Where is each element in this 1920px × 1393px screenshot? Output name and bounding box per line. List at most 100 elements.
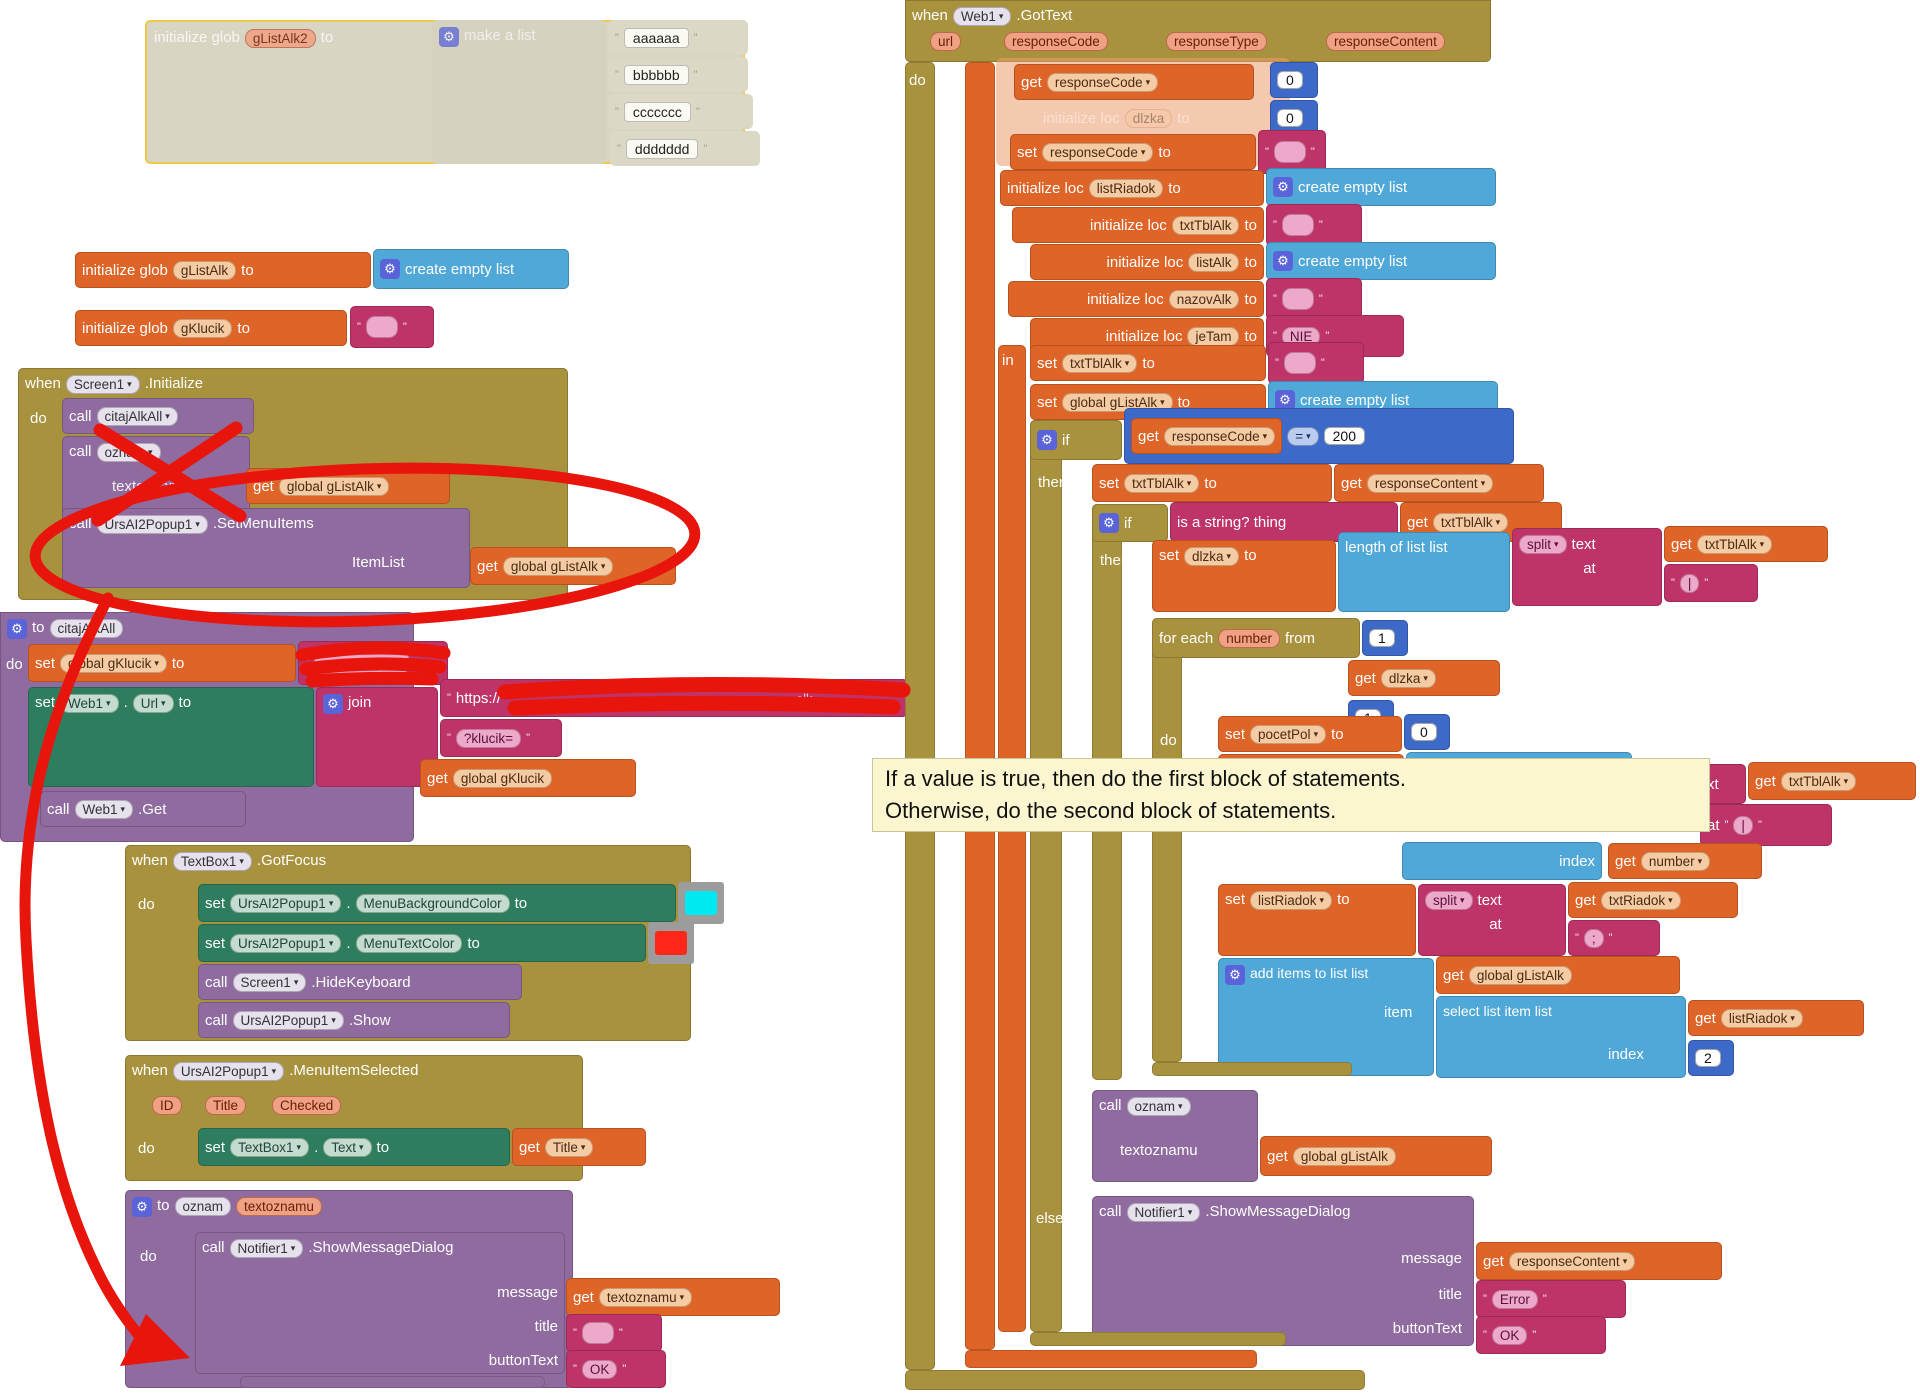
block-string-ok[interactable]: " OK ": [1476, 1316, 1606, 1354]
block-text-ccccccc-disabled[interactable]: " ccccccc ": [608, 94, 753, 129]
block-call-setmenuitems[interactable]: call UrsAI2Popup1 ▾ .SetMenuItems: [62, 508, 470, 588]
param-chip-url[interactable]: url: [930, 32, 962, 51]
var-dropdown-listriadok[interactable]: listRiadok▾: [1250, 891, 1333, 910]
block-get-responsecontent[interactable]: get responseContent ▾: [1476, 1242, 1722, 1280]
block-get-dlzka[interactable]: get dlzka ▾: [1348, 660, 1500, 696]
block-create-empty-list[interactable]: ⚙ create empty list: [1266, 242, 1496, 280]
when-gottext-left-strip[interactable]: [905, 62, 935, 1370]
block-set-pocetpol[interactable]: set pocetPol ▾ to: [1218, 716, 1402, 752]
var-dropdown-txttblalk[interactable]: txtTblAlk ▾: [1696, 534, 1773, 554]
block-number-0[interactable]: 0: [1270, 62, 1318, 98]
number-value[interactable]: 0: [1411, 723, 1437, 741]
param-chip-responsetype[interactable]: responseType: [1166, 32, 1267, 51]
var-dropdown-responsecode[interactable]: responseCode ▾: [1042, 142, 1154, 162]
component-dropdown-notifier1[interactable]: Notifier1 ▾: [1126, 1203, 1201, 1222]
block-string-klucik[interactable]: " ?klucik= ": [440, 719, 562, 757]
param-chip-id[interactable]: ID: [152, 1096, 182, 1115]
mutator-gear-icon[interactable]: ⚙: [1275, 390, 1295, 410]
var-chip-listalk[interactable]: listAlk: [1188, 252, 1240, 272]
block-init-local-nazovalk[interactable]: initialize loc nazovAlk to: [1008, 281, 1264, 317]
block-get-responsecontent[interactable]: get responseContent ▾: [1334, 464, 1544, 502]
block-split[interactable]: split ▾ text at: [1418, 884, 1566, 956]
proc-oznam-bottom-tab[interactable]: [240, 1376, 545, 1388]
string-value[interactable]: [1283, 352, 1316, 374]
block-for-each[interactable]: for each number from: [1152, 618, 1360, 658]
block-get-txttblalk[interactable]: get txtTblAlk ▾: [1748, 762, 1916, 800]
var-dropdown-txttblalk[interactable]: txtTblAlk ▾: [1124, 473, 1200, 493]
var-dropdown-responsecontent[interactable]: responseContent ▾: [1508, 1251, 1636, 1271]
mutator-gear-icon[interactable]: ⚙: [323, 694, 343, 714]
var-chip-gklucik[interactable]: gKlucik: [172, 318, 233, 338]
block-create-empty-list[interactable]: ⚙ create empty list: [373, 249, 569, 289]
block-empty-string[interactable]: " ": [1268, 342, 1364, 384]
proc-name-chip[interactable]: oznam: [174, 1197, 232, 1216]
color-swatch-red[interactable]: [655, 931, 687, 955]
block-init-local-txttblalk[interactable]: initialize loc txtTblAlk to: [1012, 207, 1264, 243]
block-empty-string[interactable]: " ": [1258, 130, 1326, 174]
block-text-bbbbbb-disabled[interactable]: " bbbbbb ": [608, 57, 748, 92]
component-dropdown-screen1[interactable]: Screen1 ▾: [65, 375, 140, 394]
component-dropdown-textbox1[interactable]: TextBox1 ▾: [230, 1137, 310, 1157]
text-value[interactable]: bbbbbb: [623, 64, 689, 85]
component-dropdown-ursai2popup1[interactable]: UrsAI2Popup1 ▾: [232, 1010, 344, 1030]
property-dropdown-menubackgroundcolor[interactable]: MenuBackgroundColor: [355, 893, 510, 913]
color-swatch-cyan[interactable]: [685, 891, 717, 915]
block-empty-string[interactable]: " ": [1266, 204, 1362, 246]
string-value[interactable]: |: [1733, 815, 1753, 835]
var-dropdown-responsecode[interactable]: responseCode ▾: [1046, 72, 1159, 92]
block-set-dlzka[interactable]: set dlzka ▾ to: [1152, 540, 1336, 612]
block-get-txttblalk[interactable]: get txtTblAlk ▾: [1664, 526, 1828, 562]
string-value[interactable]: OK: [581, 1359, 618, 1379]
block-get-global-glistalk[interactable]: get global gListAlk: [1260, 1136, 1492, 1176]
string-value[interactable]: ?klucik=: [455, 728, 522, 748]
var-dropdown-listriadok[interactable]: listRiadok▾: [1720, 1008, 1803, 1028]
mutator-gear-icon[interactable]: ⚙: [1273, 177, 1293, 197]
var-dropdown-global-gklucik[interactable]: global gKlucik: [452, 768, 553, 788]
block-get-responsecode-dragged[interactable]: get responseCode ▾: [1014, 64, 1254, 100]
var-chip-listriadok[interactable]: listRiadok: [1088, 178, 1164, 198]
block-get-txtriadok[interactable]: get txtRiadok ▾: [1568, 882, 1738, 918]
block-make-a-list-disabled[interactable]: ⚙ make a list: [432, 20, 606, 164]
component-dropdown-ursai2popup1[interactable]: UrsAI2Popup1 ▾: [230, 933, 342, 953]
var-dropdown-responsecontent[interactable]: responseContent ▾: [1366, 473, 1494, 493]
var-dropdown-global-glistalk[interactable]: global gListAlk ▾: [278, 476, 390, 496]
foreach-bottom-bar[interactable]: [1152, 1062, 1352, 1076]
block-call-web1-get[interactable]: call Web1 ▾ .Get: [40, 791, 246, 827]
foreach-left-strip[interactable]: [1152, 618, 1182, 1062]
mutator-gear-icon[interactable]: ⚙: [132, 1197, 152, 1217]
operator-dropdown-equals[interactable]: = ▾: [1287, 426, 1319, 446]
mutator-gear-icon[interactable]: ⚙: [439, 27, 459, 47]
mutator-gear-icon[interactable]: ⚙: [380, 259, 400, 279]
block-select-list-item-fragment[interactable]: index: [1402, 842, 1602, 880]
block-empty-string[interactable]: " ": [566, 1314, 662, 1352]
block-number-0[interactable]: 0: [1404, 714, 1450, 750]
block-get-global-glistalk[interactable]: get global gListAlk ▾: [246, 468, 450, 504]
block-call-oznam[interactable]: call oznam ▾: [1092, 1090, 1258, 1182]
string-value[interactable]: |: [1679, 573, 1700, 593]
block-string-redacted[interactable]: " ": [298, 641, 448, 685]
param-chip-responsecode[interactable]: responseCode: [1004, 32, 1108, 51]
property-dropdown-url[interactable]: Url ▾: [132, 694, 174, 713]
block-color-cyan[interactable]: [678, 882, 724, 924]
string-value[interactable]: Error: [1491, 1289, 1538, 1309]
string-value[interactable]: [1273, 141, 1306, 163]
var-dropdown-global-gklucik[interactable]: global gKlucik ▾: [60, 653, 167, 673]
block-set-global-gklucik[interactable]: set global gKlucik ▾ to: [28, 644, 296, 682]
var-dropdown-txttblalk[interactable]: txtTblAlk ▾: [1780, 771, 1857, 791]
block-split[interactable]: split ▾ text at: [1512, 528, 1662, 606]
block-set-txttblalk[interactable]: set txtTblAlk ▾ to: [1030, 345, 1266, 381]
block-set-responsecode-dragged[interactable]: set responseCode ▾ to: [1010, 134, 1256, 170]
block-get-responsecode[interactable]: get responseCode ▾: [1131, 418, 1283, 454]
proc-dropdown-oznam[interactable]: oznam ▾: [96, 443, 161, 462]
property-dropdown-text[interactable]: Text ▾: [323, 1137, 372, 1157]
text-value[interactable]: ddddddd: [625, 138, 699, 159]
component-dropdown-ursai2popup1[interactable]: UrsAI2Popup1 ▾: [96, 515, 208, 534]
number-value[interactable]: 2: [1695, 1049, 1721, 1067]
mutator-gear-icon[interactable]: ⚙: [1037, 430, 1057, 450]
var-chip-glistalk2[interactable]: gListAlk2: [244, 29, 316, 48]
block-equals-compare[interactable]: get responseCode ▾ = ▾ 200: [1124, 408, 1514, 464]
component-dropdown-ursai2popup1[interactable]: UrsAI2Popup1 ▾: [172, 1062, 285, 1081]
var-dropdown-dlzka[interactable]: dlzka ▾: [1380, 668, 1436, 688]
block-set-textbox1-text[interactable]: set TextBox1 ▾ . Text ▾ to: [198, 1128, 510, 1166]
component-dropdown-ursai2popup1[interactable]: UrsAI2Popup1 ▾: [230, 893, 342, 913]
